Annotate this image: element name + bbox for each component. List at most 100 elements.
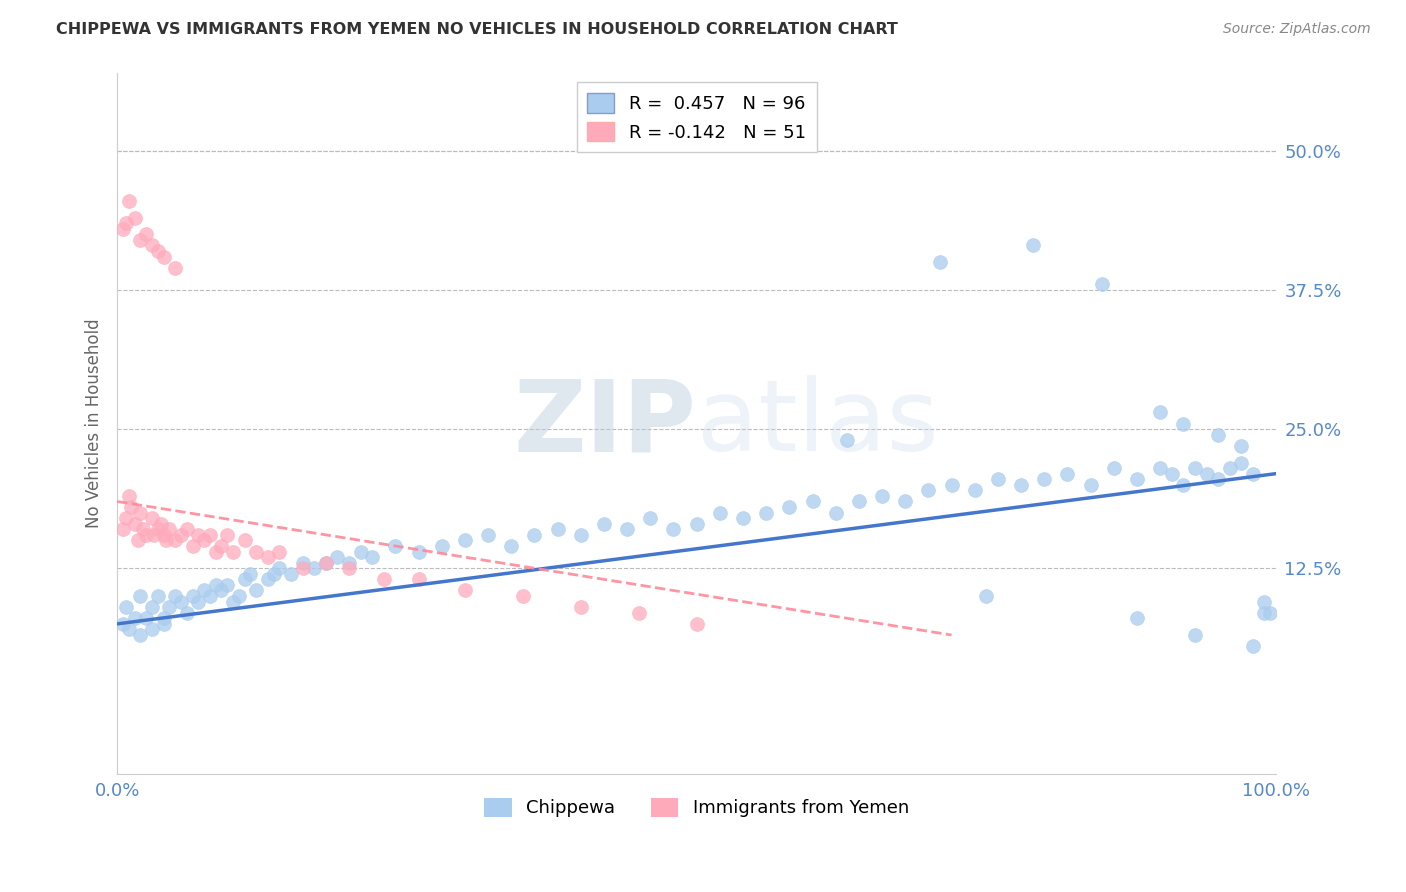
Point — [131, 522, 153, 536]
Point — [1206, 472, 1229, 486]
Point — [662, 522, 685, 536]
Point — [987, 472, 1010, 486]
Point — [129, 233, 152, 247]
Point — [152, 611, 174, 625]
Point — [263, 566, 285, 581]
Point — [280, 566, 302, 581]
Point — [373, 573, 395, 587]
Point — [1241, 467, 1264, 481]
Point — [1160, 467, 1182, 481]
Point — [1126, 472, 1149, 486]
Point — [204, 544, 226, 558]
Point — [731, 511, 754, 525]
Legend: Chippewa, Immigrants from Yemen: Chippewa, Immigrants from Yemen — [477, 790, 917, 825]
Point — [837, 434, 859, 448]
Point — [111, 221, 134, 235]
Point — [430, 539, 453, 553]
Point — [152, 250, 174, 264]
Point — [124, 611, 146, 625]
Point — [245, 583, 267, 598]
Point — [233, 573, 256, 587]
Text: Source: ZipAtlas.com: Source: ZipAtlas.com — [1223, 22, 1371, 37]
Point — [454, 583, 477, 598]
Point — [170, 528, 193, 542]
Point — [848, 494, 870, 508]
Point — [135, 611, 157, 625]
Point — [1230, 456, 1253, 470]
Point — [124, 211, 146, 225]
Point — [146, 522, 169, 536]
Point — [1219, 461, 1241, 475]
Point — [917, 483, 939, 498]
Point — [1173, 477, 1195, 491]
Point — [165, 533, 187, 548]
Point — [157, 522, 180, 536]
Point — [135, 227, 157, 242]
Point — [120, 500, 142, 514]
Point — [204, 578, 226, 592]
Point — [894, 494, 917, 508]
Point — [326, 550, 349, 565]
Point — [129, 589, 152, 603]
Point — [129, 506, 152, 520]
Point — [384, 539, 406, 553]
Point — [181, 539, 204, 553]
Point — [501, 539, 523, 553]
Point — [337, 556, 360, 570]
Point — [141, 600, 163, 615]
Point — [1126, 611, 1149, 625]
Point — [1184, 628, 1206, 642]
Point — [640, 511, 662, 525]
Point — [115, 216, 138, 230]
Point — [135, 528, 157, 542]
Point — [239, 566, 262, 581]
Point — [337, 561, 360, 575]
Point — [512, 589, 534, 603]
Point — [627, 606, 650, 620]
Point — [143, 528, 166, 542]
Point — [593, 516, 616, 531]
Point — [141, 238, 163, 252]
Point — [141, 623, 163, 637]
Point — [146, 244, 169, 258]
Point — [755, 506, 778, 520]
Point — [801, 494, 824, 508]
Point — [176, 522, 198, 536]
Point — [129, 628, 152, 642]
Text: atlas: atlas — [696, 375, 938, 472]
Point — [408, 544, 430, 558]
Point — [118, 194, 141, 208]
Text: ZIP: ZIP — [513, 375, 696, 472]
Point — [824, 506, 846, 520]
Point — [709, 506, 731, 520]
Point — [1080, 477, 1102, 491]
Point — [454, 533, 477, 548]
Point — [1241, 639, 1264, 653]
Point — [569, 528, 592, 542]
Point — [1195, 467, 1218, 481]
Point — [118, 623, 141, 637]
Point — [1149, 461, 1171, 475]
Point — [1253, 594, 1275, 608]
Point — [1022, 238, 1045, 252]
Point — [217, 578, 239, 592]
Point — [155, 533, 177, 548]
Point — [193, 533, 215, 548]
Point — [150, 516, 173, 531]
Point — [870, 489, 893, 503]
Point — [170, 594, 193, 608]
Point — [976, 589, 998, 603]
Point — [127, 533, 149, 548]
Point — [685, 516, 707, 531]
Point — [187, 594, 209, 608]
Point — [523, 528, 546, 542]
Point — [152, 616, 174, 631]
Point — [408, 573, 430, 587]
Point — [1033, 472, 1056, 486]
Point — [547, 522, 569, 536]
Point — [1102, 461, 1125, 475]
Point — [124, 516, 146, 531]
Point — [569, 600, 592, 615]
Point — [1253, 606, 1275, 620]
Point — [315, 556, 337, 570]
